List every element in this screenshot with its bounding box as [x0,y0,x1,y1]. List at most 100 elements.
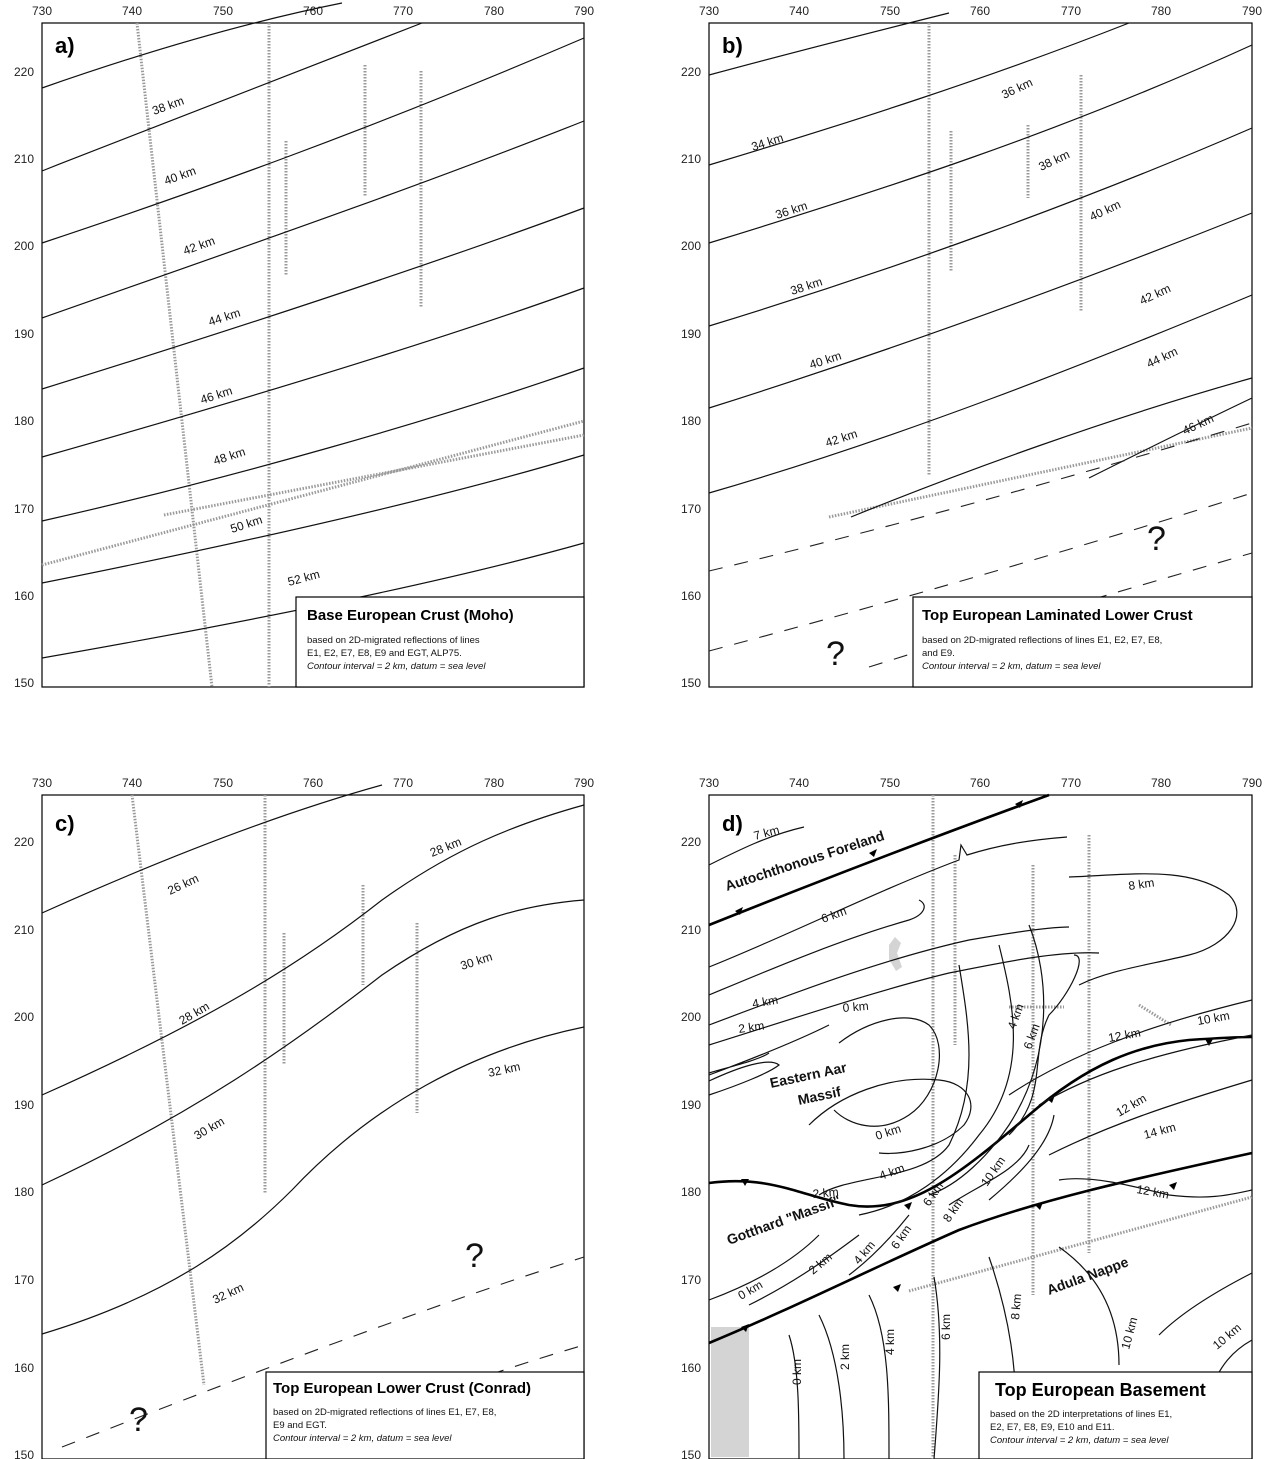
contour-label: 36 km [774,198,809,221]
contour-line [1008,999,1253,1096]
stippled-area [711,1327,749,1457]
contour-line [858,944,1014,1216]
contour-line [41,207,585,390]
seismic-line [135,22,214,688]
y-tick: 160 [14,1361,34,1375]
contour-line [41,1026,585,1335]
contour-line [41,784,383,914]
x-tick: 750 [880,4,900,18]
y-tick: 170 [14,502,34,516]
x-tick: 790 [1242,4,1262,18]
panel-b-y-ticks: 220 210 200 190 180 170 160 150 [681,65,701,690]
panel-d: 730 740 750 760 770 780 790 220 210 200 … [681,776,1262,1459]
region-label: Adula Nappe [1045,1253,1131,1297]
x-tick: 780 [1151,4,1171,18]
contour-line [708,294,1253,494]
contour-line [41,22,423,172]
y-tick: 200 [681,239,701,253]
panel-c-y-ticks: 220 210 200 190 180 170 160 150 [14,835,34,1459]
contour-line [708,836,1068,968]
contour-label: 30 km [192,1114,227,1142]
contour-label: 4 km [1005,1002,1027,1031]
x-tick: 780 [484,4,504,18]
contour-line [948,1144,1030,1206]
region-label: Gotthard "Massif" [725,1192,843,1248]
contour-line [41,120,585,319]
thrust-barb [893,1284,901,1292]
y-tick: 170 [681,502,701,516]
contour-label: 14 km [1142,1120,1177,1142]
x-tick: 750 [880,776,900,790]
contour-line [848,1214,910,1276]
x-tick: 760 [303,776,323,790]
y-tick: 160 [14,589,34,603]
contour-label: 2 km [737,1018,765,1035]
contour-label: 34 km [750,130,785,153]
contour-line [41,287,585,458]
y-tick: 180 [14,1185,34,1199]
x-tick: 740 [122,4,142,18]
panel-c: 730 740 750 760 770 780 790 220 210 200 … [14,776,594,1459]
y-tick: 200 [14,239,34,253]
contour-line [41,2,343,89]
contour-line [708,952,1100,1046]
question-mark: ? [465,1237,484,1275]
panel-d-y-ticks: 220 210 200 190 180 170 160 150 [681,835,701,1459]
y-tick: 190 [681,327,701,341]
contour-line [41,899,585,1186]
thrust-barb [1169,1182,1177,1190]
legend-text: Contour interval = 2 km, datum = sea lev… [922,661,1101,672]
contour-line [1048,1079,1253,1156]
contour-line [818,964,970,1196]
contour-label: 4 km [851,1238,878,1267]
contour-label: 40 km [1087,197,1123,224]
panel-c-label: c) [55,811,75,836]
panel-a-label: a) [55,33,75,58]
seismic-line [908,1195,1253,1293]
contour-label: 12 km [1135,1182,1170,1201]
legend-text: based on 2D-migrated reflections of line… [307,635,480,646]
contour-line [1008,954,1080,1136]
dashed-contour [61,1256,585,1448]
contour-line [1068,873,1238,986]
x-tick: 790 [574,776,594,790]
panel-a-frame [41,22,585,688]
contour-label: 38 km [1036,147,1072,174]
thrust-barb [1035,1202,1043,1210]
y-tick: 170 [681,1273,701,1287]
contour-line [988,1114,1055,1201]
y-tick: 210 [681,152,701,166]
contour-line [808,1078,972,1154]
y-tick: 150 [14,676,34,690]
x-tick: 730 [699,4,719,18]
contour-label: 44 km [207,305,242,328]
panel-a-legend: Base European Crust (Moho) based on 2D-m… [295,596,585,688]
y-tick: 200 [14,1010,34,1024]
seismic-line [163,433,585,517]
y-tick: 150 [681,676,701,690]
panel-b-contours [708,12,1253,668]
legend-text: E9 and EGT. [273,1420,327,1431]
question-mark: ? [826,635,845,673]
x-tick: 740 [122,776,142,790]
contour-label: 40 km [162,163,198,187]
legend-text: based on 2D-migrated reflections of line… [922,635,1162,646]
contour-line [1058,1246,1120,1366]
x-tick: 770 [393,776,413,790]
legend-text: Contour interval = 2 km, datum = sea lev… [990,1435,1169,1446]
thrust-barb [741,1324,749,1332]
y-tick: 180 [14,414,34,428]
question-mark: ? [1147,520,1166,558]
contour-label: 6 km [819,904,848,926]
contour-label: 44 km [1144,344,1180,371]
contour-label: 0 km [842,999,869,1015]
y-tick: 180 [681,414,701,428]
x-tick: 750 [213,776,233,790]
contour-line [41,37,585,244]
thrust-barb [1205,1039,1213,1046]
panel-c-contours [41,784,585,1459]
contour-line [818,1314,845,1459]
contour-line [708,44,1253,244]
legend-text: E1, E2, E7, E8, E9 and EGT, ALP75. [307,648,462,659]
